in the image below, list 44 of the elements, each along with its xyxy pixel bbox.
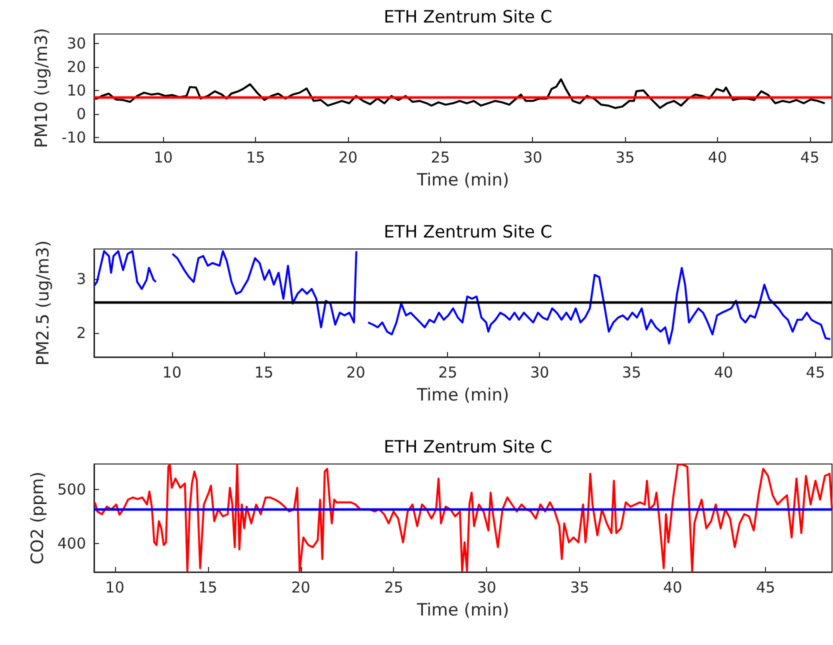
- y-tick-label: 3: [76, 270, 86, 288]
- x-tick-label: 15: [246, 148, 266, 166]
- line-series: [94, 464, 833, 572]
- x-tick-label: 20: [346, 364, 366, 382]
- x-tick-label: 25: [438, 364, 458, 382]
- y-axis-title: CO2 (ppm): [28, 472, 48, 564]
- y-tick-label: 2: [76, 324, 86, 342]
- chart-title: ETH Zentrum Site C: [384, 222, 552, 242]
- x-tick-label: 10: [154, 148, 173, 166]
- chart-title: ETH Zentrum Site C: [384, 438, 552, 458]
- y-tick-label: 20: [66, 58, 86, 76]
- x-tick-label: 30: [523, 148, 542, 166]
- x-tick-label: 10: [105, 578, 124, 596]
- x-tick-label: 20: [291, 578, 310, 596]
- x-tick-label: 45: [800, 148, 820, 166]
- y-axis-title: PM10 (ug/m3): [32, 28, 52, 148]
- chart-title: ETH Zentrum Site C: [384, 8, 552, 28]
- x-tick-label: 45: [756, 578, 776, 596]
- x-tick-label: 30: [530, 364, 550, 382]
- x-axis-title: Time (min): [416, 600, 510, 620]
- x-tick-label: 40: [714, 364, 734, 382]
- x-axis-title: Time (min): [416, 170, 510, 190]
- y-tick-label: 400: [57, 534, 86, 552]
- x-tick-label: 40: [708, 148, 728, 166]
- x-tick-label: 45: [806, 364, 825, 382]
- y-tick-label: -10: [62, 128, 86, 146]
- x-tick-label: 25: [384, 578, 404, 596]
- y-axis-title: PM2.5 (ug/m3): [34, 240, 54, 366]
- x-tick-label: 35: [570, 578, 590, 596]
- y-tick-label: 500: [57, 480, 86, 498]
- line-series: [94, 78, 826, 109]
- x-tick-label: 35: [622, 364, 642, 382]
- x-tick-label: 35: [616, 148, 635, 166]
- x-tick-label: 10: [162, 364, 182, 382]
- x-tick-label: 15: [198, 578, 218, 596]
- y-tick-label: 30: [66, 34, 86, 52]
- x-tick-label: 15: [254, 364, 274, 382]
- x-tick-label: 40: [663, 578, 682, 596]
- x-tick-label: 25: [430, 148, 450, 166]
- x-tick-label: 20: [338, 148, 358, 166]
- x-axis-title: Time (min): [416, 386, 510, 406]
- y-tick-label: 10: [66, 81, 86, 100]
- x-tick-label: 30: [477, 578, 496, 596]
- y-tick-label: 0: [76, 104, 86, 123]
